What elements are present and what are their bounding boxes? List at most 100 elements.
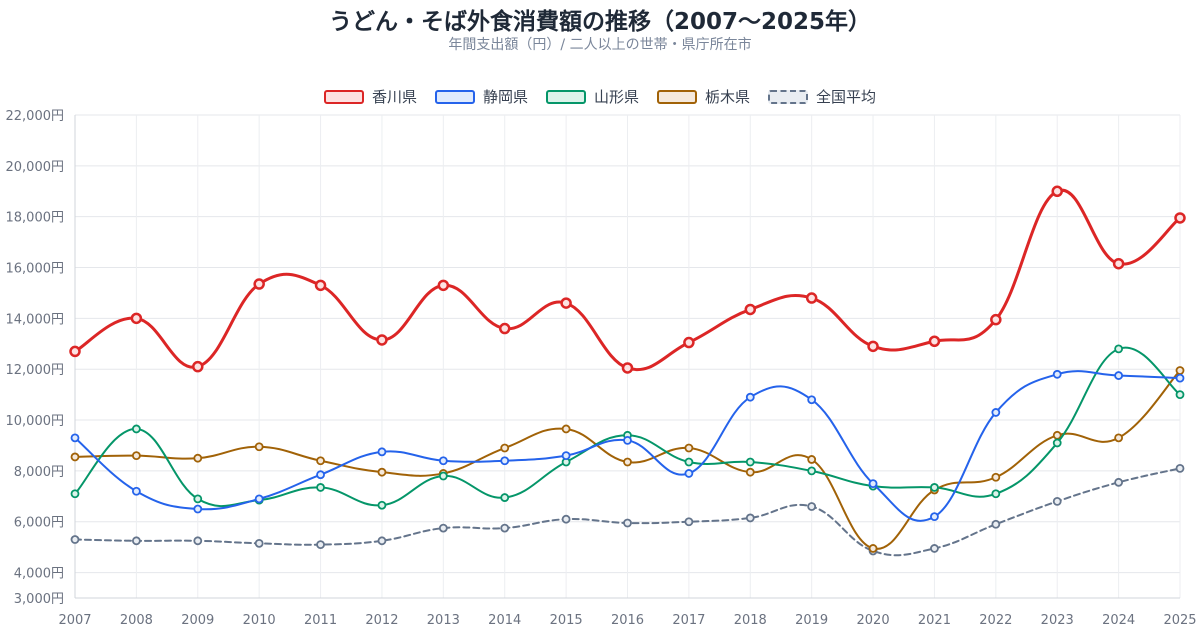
x-tick-label: 2019 (795, 613, 828, 628)
y-tick-label: 16,000円 (6, 262, 65, 277)
data-point (377, 467, 387, 477)
legend-item[interactable]: 全国平均 (768, 86, 876, 107)
x-tick-label: 2018 (734, 613, 767, 628)
chart-subtitle: 年間支出額（円）/ 二人以上の世帯・県庁所在市 (448, 37, 752, 53)
y-tick-label: 12,000円 (6, 363, 65, 378)
data-point (131, 424, 141, 434)
legend-swatch (323, 89, 364, 104)
data-point (745, 392, 755, 402)
y-tick-label: 14,000円 (6, 312, 65, 327)
series-3 (70, 366, 1185, 553)
data-point (254, 538, 264, 548)
data-point (1175, 390, 1185, 400)
data-point (684, 469, 694, 478)
data-point (131, 451, 141, 461)
data-point (805, 292, 818, 304)
x-tick-label: 2017 (672, 613, 705, 628)
y-tick-label: 4,000円 (14, 567, 64, 582)
data-point (807, 502, 817, 511)
data-point (1114, 433, 1124, 443)
data-point (131, 486, 141, 496)
y-tick-label: 3,000円 (14, 592, 64, 607)
data-point (745, 513, 755, 523)
x-tick-label: 2022 (979, 613, 1012, 628)
data-point (745, 467, 755, 477)
data-point (193, 453, 203, 463)
data-point (316, 470, 325, 480)
data-point (930, 483, 939, 492)
data-point (683, 336, 695, 349)
y-tick-label: 10,000円 (6, 414, 65, 429)
data-point (438, 523, 448, 533)
data-point (500, 456, 510, 466)
data-point (561, 451, 571, 461)
data-point (868, 544, 878, 553)
data-point (807, 395, 817, 405)
data-point (314, 279, 327, 292)
legend-label: 山形県 (593, 88, 639, 106)
legend-swatch (434, 89, 475, 104)
x-tick-label: 2011 (304, 613, 337, 628)
data-point (70, 433, 80, 443)
data-point (561, 514, 571, 524)
legend-item[interactable]: 静岡県 (434, 86, 528, 107)
x-tick-label: 2020 (857, 613, 890, 628)
data-point (1051, 185, 1063, 198)
data-point (193, 504, 203, 514)
data-point (131, 536, 141, 546)
data-point (1175, 366, 1185, 375)
data-point (1052, 496, 1062, 506)
x-tick-label: 2008 (120, 613, 153, 628)
legend-label: 全国平均 (816, 88, 877, 106)
data-point (1052, 430, 1062, 440)
legend-item[interactable]: 栃木県 (657, 86, 750, 107)
data-point (1052, 369, 1062, 379)
data-point (438, 456, 448, 466)
data-point (192, 360, 204, 373)
data-point (1114, 477, 1124, 487)
data-point (1114, 344, 1124, 354)
data-point (376, 334, 388, 346)
data-point (69, 345, 81, 358)
legend-swatch (657, 89, 697, 104)
legend-swatch (768, 89, 809, 104)
data-point (623, 518, 632, 528)
data-point (991, 519, 1001, 529)
data-point (991, 489, 1001, 499)
x-tick-label: 2012 (365, 613, 398, 628)
data-point (1052, 438, 1062, 448)
data-point (437, 279, 450, 292)
x-tick-label: 2023 (1041, 613, 1074, 628)
data-point (130, 312, 143, 325)
data-point (930, 544, 939, 553)
data-point (377, 536, 387, 546)
data-point (316, 483, 325, 492)
series-0 (69, 185, 1186, 374)
data-point (868, 479, 878, 489)
axis-labels: 3,000円 4,000円 6,000円 8,000円 10,000円 12,000円 14… (6, 109, 1197, 628)
legend-item[interactable]: 香川県 (323, 86, 417, 107)
data-point (500, 443, 510, 453)
legend-item[interactable]: 山形県 (545, 86, 639, 107)
data-point (193, 536, 203, 546)
series-1 (70, 369, 1185, 522)
x-tick-label: 2015 (550, 613, 583, 628)
data-point (254, 494, 264, 504)
data-point (1175, 373, 1185, 383)
data-point (990, 313, 1002, 326)
y-tick-label: 18,000円 (6, 211, 65, 226)
data-point (807, 455, 817, 464)
data-point (684, 517, 694, 527)
chart-title: うどん・そば外食消費額の推移（2007〜2025年） (328, 9, 872, 35)
data-point (70, 489, 80, 499)
chart-legend: 香川県 静岡県 山形県 栃木県 全国平均 (0, 86, 1200, 107)
x-tick-label: 2025 (1163, 613, 1196, 628)
x-tick-label: 2009 (181, 613, 214, 628)
data-point (1175, 463, 1185, 473)
x-tick-label: 2013 (427, 613, 460, 628)
data-point (500, 523, 510, 533)
data-point (316, 540, 325, 550)
data-point (253, 278, 265, 290)
x-tick-label: 2007 (58, 613, 91, 628)
